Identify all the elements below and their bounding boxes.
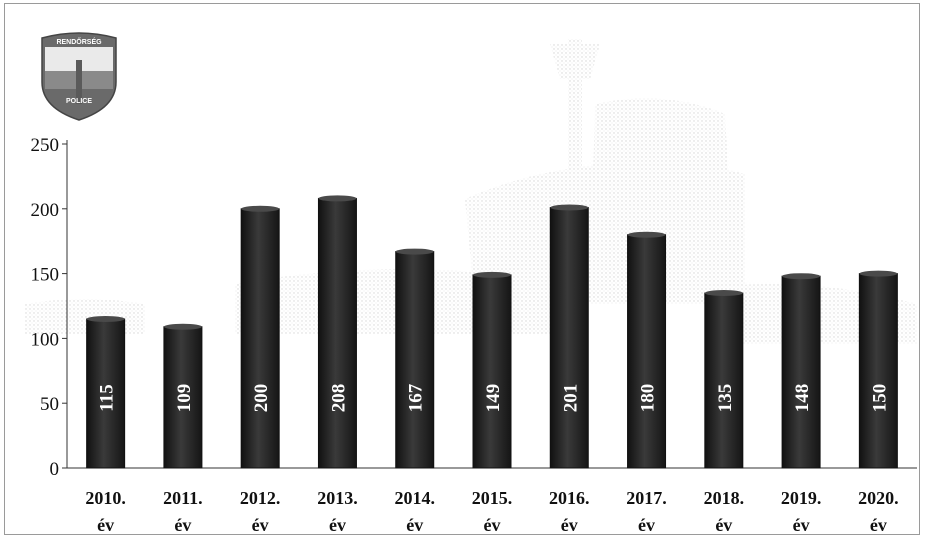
bar-top-cap — [628, 232, 666, 238]
bar-top-cap — [396, 249, 434, 255]
bar — [859, 274, 897, 468]
bar-value-label: 148 — [792, 384, 813, 413]
x-category-label: 2014. — [394, 488, 435, 508]
bar-value-label: 109 — [174, 384, 195, 413]
bar — [628, 235, 666, 468]
bar-value-label: 167 — [406, 383, 427, 412]
x-category-label: év — [715, 515, 732, 535]
bar — [782, 276, 820, 468]
bar-top-cap — [705, 290, 743, 296]
y-tick-label: 150 — [31, 265, 60, 286]
x-category-label: év — [793, 515, 810, 535]
bar-top-cap — [164, 324, 202, 330]
x-category-label: 2010. — [85, 488, 126, 508]
x-axis-labels: 2010. év 2011. év 2012. év 2013. év 2014. év 2015.… — [85, 488, 898, 535]
x-category-label: 2015. — [472, 488, 513, 508]
bar — [241, 209, 279, 468]
bar — [705, 293, 743, 468]
x-category-label: 2013. — [317, 488, 358, 508]
bar-top-cap — [782, 273, 820, 279]
x-category-label: 2019. — [781, 488, 822, 508]
x-category-label: év — [174, 515, 191, 535]
bar-value-label: 200 — [251, 384, 272, 413]
x-category-label: év — [484, 515, 501, 535]
bar-value-label: 201 — [560, 384, 581, 413]
bar-value-label: 150 — [869, 384, 890, 413]
bar-top-cap — [241, 206, 279, 212]
bar — [396, 252, 434, 468]
bar-value-label: 115 — [97, 384, 118, 411]
chart-frame: RENDŐRSÉG POLICE 0 50 100 150 200 250 115 109 2… — [4, 3, 920, 535]
y-tick-label: 200 — [31, 200, 60, 221]
badge-top-text: RENDŐRSÉG — [56, 37, 102, 46]
bar-top-cap — [318, 195, 356, 201]
x-category-label: év — [561, 515, 578, 535]
bar — [550, 208, 588, 468]
bar-top-cap — [473, 272, 511, 278]
x-category-label: 2016. — [549, 488, 590, 508]
bar — [318, 198, 356, 468]
y-tick-label: 250 — [31, 135, 60, 156]
x-category-label: 2020. — [858, 488, 899, 508]
x-category-label: év — [870, 515, 887, 535]
bar — [473, 275, 511, 468]
x-category-label: 2012. — [240, 488, 281, 508]
bar-chart: RENDŐRSÉG POLICE 0 50 100 150 200 250 115 109 2… — [5, 4, 921, 536]
bar-top-cap — [87, 316, 125, 322]
x-category-label: év — [638, 515, 655, 535]
x-category-label: 2017. — [626, 488, 667, 508]
y-tick-label: 0 — [50, 459, 60, 480]
y-tick-label: 100 — [31, 329, 60, 350]
bar-value-label: 208 — [328, 384, 349, 413]
x-category-label: 2011. — [163, 488, 203, 508]
bar-top-cap — [859, 271, 897, 277]
y-tick-label: 50 — [40, 394, 59, 415]
bar-value-label: 149 — [483, 384, 504, 413]
x-category-label: év — [97, 515, 114, 535]
bar-top-cap — [550, 205, 588, 211]
x-category-label: év — [406, 515, 423, 535]
badge-bottom-text: POLICE — [66, 98, 92, 105]
x-category-label: év — [329, 515, 346, 535]
x-category-label: 2018. — [704, 488, 745, 508]
x-category-label: év — [252, 515, 269, 535]
police-badge-logo: RENDŐRSÉG POLICE — [42, 33, 116, 120]
bar-value-label: 135 — [715, 384, 736, 413]
bar-value-label: 180 — [638, 384, 659, 413]
